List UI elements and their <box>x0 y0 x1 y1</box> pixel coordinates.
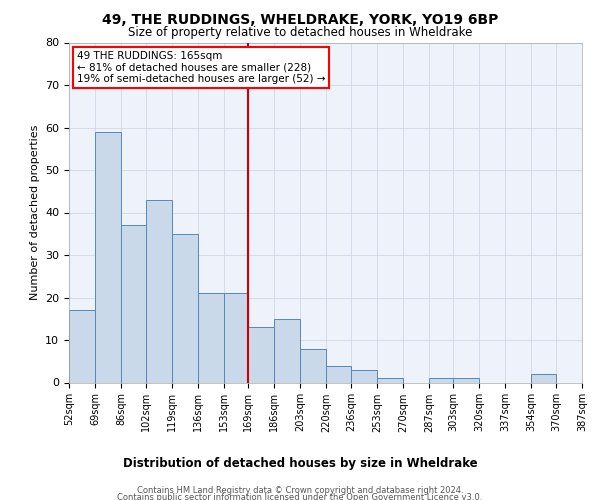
Text: 49, THE RUDDINGS, WHELDRAKE, YORK, YO19 6BP: 49, THE RUDDINGS, WHELDRAKE, YORK, YO19 … <box>102 12 498 26</box>
Bar <box>454 378 479 382</box>
Bar <box>95 132 121 382</box>
Bar <box>146 200 172 382</box>
Bar <box>274 319 300 382</box>
Text: Distribution of detached houses by size in Wheldrake: Distribution of detached houses by size … <box>122 458 478 470</box>
Bar <box>377 378 403 382</box>
Bar <box>248 327 274 382</box>
Text: Contains HM Land Registry data © Crown copyright and database right 2024.: Contains HM Land Registry data © Crown c… <box>137 486 463 495</box>
Text: Size of property relative to detached houses in Wheldrake: Size of property relative to detached ho… <box>128 26 472 39</box>
Bar <box>224 293 248 382</box>
Bar <box>351 370 377 382</box>
Bar <box>121 225 146 382</box>
Bar <box>69 310 95 382</box>
Bar <box>300 348 326 382</box>
Bar <box>326 366 351 382</box>
Bar <box>172 234 197 382</box>
Bar <box>532 374 556 382</box>
Bar <box>429 378 454 382</box>
Text: 49 THE RUDDINGS: 165sqm
← 81% of detached houses are smaller (228)
19% of semi-d: 49 THE RUDDINGS: 165sqm ← 81% of detache… <box>77 51 325 84</box>
Y-axis label: Number of detached properties: Number of detached properties <box>29 125 40 300</box>
Bar <box>197 293 224 382</box>
Text: Contains public sector information licensed under the Open Government Licence v3: Contains public sector information licen… <box>118 494 482 500</box>
